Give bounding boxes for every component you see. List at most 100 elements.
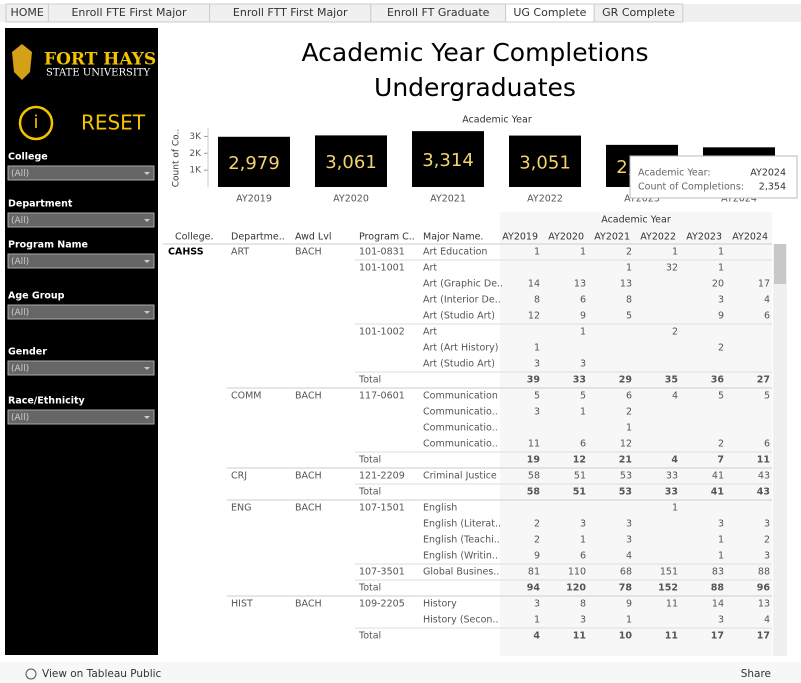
column-header[interactable]: AY2020 — [548, 232, 584, 243]
cell-value: 2 — [718, 343, 724, 354]
cell-value: 4 — [764, 615, 770, 626]
row-label: Art (Interior De.. — [423, 295, 501, 306]
footer-icon[interactable] — [25, 668, 37, 680]
column-header[interactable]: AY2023 — [686, 232, 722, 243]
cell-value: 5 — [764, 391, 770, 402]
cell-value: 27 — [757, 375, 770, 386]
row-label: Communicatio.. — [423, 439, 498, 450]
filter-value[interactable]: (All) — [11, 413, 29, 423]
filter-dropdown[interactable] — [7, 409, 155, 425]
row-label: BACH — [295, 391, 322, 402]
info-circle[interactable] — [18, 105, 54, 141]
title: Academic Year Completions — [301, 38, 648, 67]
filter-dropdown[interactable] — [7, 304, 155, 320]
cell-value: 6 — [580, 551, 586, 562]
cell-value: 3 — [626, 535, 632, 546]
bar[interactable] — [509, 135, 581, 187]
row-label: Communicatio.. — [423, 423, 498, 434]
row-label: Art — [423, 327, 437, 338]
cell-value: 3 — [764, 551, 770, 562]
cell-value: 29 — [619, 375, 632, 386]
column-header[interactable]: AY2022 — [640, 232, 676, 243]
row-label: Art (Graphic De.. — [423, 279, 503, 290]
dropdown-arrow[interactable] — [144, 367, 150, 370]
cell-value: 4 — [626, 551, 632, 562]
dropdown-arrow[interactable] — [144, 172, 150, 175]
reset-button[interactable]: RESET — [81, 111, 146, 135]
cell-value: 58 — [527, 487, 541, 498]
column-header[interactable]: College. — [175, 232, 213, 243]
cell-value: 17 — [757, 631, 770, 642]
cell-value: 2 — [626, 407, 632, 418]
tab-label[interactable]: Enroll FT Graduate — [387, 6, 490, 19]
cell-value: 9 — [626, 599, 632, 610]
filter-value[interactable]: (All) — [11, 364, 29, 374]
row-label: Art (Studio Art) — [423, 359, 495, 370]
logo-line2: STATE UNIVERSITY — [46, 68, 150, 79]
cell-value: 17 — [758, 279, 770, 290]
footer-link[interactable]: View on Tableau Public — [42, 668, 162, 680]
cell-value: 11 — [665, 631, 678, 642]
column-header[interactable]: Departme.. — [231, 232, 285, 243]
scroll-thumb[interactable] — [774, 244, 786, 284]
cell-value: 78 — [619, 583, 633, 594]
cell-value: 33 — [666, 471, 678, 482]
info-icon[interactable]: i — [33, 112, 38, 133]
column-header[interactable]: AY2019 — [502, 232, 538, 243]
cell-value: 11 — [528, 439, 540, 450]
sidebar — [5, 28, 158, 655]
filter-value[interactable]: (All) — [11, 308, 29, 318]
row-label: Art — [423, 263, 437, 274]
filter-dropdown[interactable] — [7, 253, 155, 269]
cell-value: 1 — [626, 423, 632, 434]
cell-value: 9 — [534, 551, 540, 562]
column-header[interactable]: Awd Lvl — [295, 232, 332, 243]
row-label: 107-3501 — [359, 567, 405, 578]
footer-bar — [0, 662, 801, 683]
tab-label[interactable]: Enroll FTT First Major — [233, 6, 348, 19]
cell-value: 8 — [534, 295, 540, 306]
bar[interactable] — [218, 136, 290, 187]
cell-value: 33 — [665, 487, 678, 498]
cell-value: 8 — [580, 599, 586, 610]
y-axis-label: Count of Co.. — [172, 129, 182, 187]
dropdown-arrow[interactable] — [144, 219, 150, 222]
dropdown-arrow[interactable] — [144, 260, 150, 263]
column-header[interactable]: AY2024 — [732, 232, 768, 243]
row-label: ART — [231, 247, 249, 258]
filter-value[interactable]: (All) — [11, 169, 29, 179]
cell-value: 3 — [626, 519, 632, 530]
bar[interactable] — [412, 131, 484, 187]
cell-value: 1 — [626, 615, 632, 626]
filter-value[interactable]: (All) — [11, 257, 29, 267]
column-header[interactable]: Program C.. — [359, 232, 415, 243]
column-header[interactable]: AY2021 — [594, 232, 630, 243]
filter-label: Age Group — [8, 291, 65, 302]
filter-dropdown[interactable] — [7, 165, 155, 181]
cell-value: 4 — [533, 631, 540, 642]
cell-value: 13 — [620, 279, 632, 290]
tab[interactable] — [593, 3, 684, 23]
tab-label[interactable]: HOME — [11, 6, 44, 19]
dropdown-arrow[interactable] — [144, 416, 150, 419]
cell-value: 3 — [534, 407, 540, 418]
share-button[interactable]: Share — [741, 668, 771, 680]
cell-value: 83 — [712, 567, 724, 578]
tab-label[interactable]: UG Complete — [513, 6, 586, 19]
cell-value: 6 — [764, 439, 770, 450]
tab-label[interactable]: GR Complete — [602, 6, 675, 19]
cell-value: 12 — [528, 311, 540, 322]
cell-value: 120 — [566, 583, 586, 594]
filter-value[interactable]: (All) — [11, 216, 29, 226]
logo-line1: FORT HAYS — [44, 50, 156, 70]
filter-dropdown[interactable] — [7, 212, 155, 228]
tab-label[interactable]: Enroll FTE First Major — [71, 6, 187, 19]
column-header[interactable]: Major Name. — [423, 232, 483, 243]
filter-dropdown[interactable] — [7, 360, 155, 376]
cell-value: 12 — [573, 455, 586, 466]
bar[interactable] — [315, 135, 387, 187]
cell-value: 3 — [718, 519, 724, 530]
cell-value: 8 — [626, 295, 632, 306]
dropdown-arrow[interactable] — [144, 311, 150, 314]
scrollbar[interactable] — [773, 244, 787, 656]
